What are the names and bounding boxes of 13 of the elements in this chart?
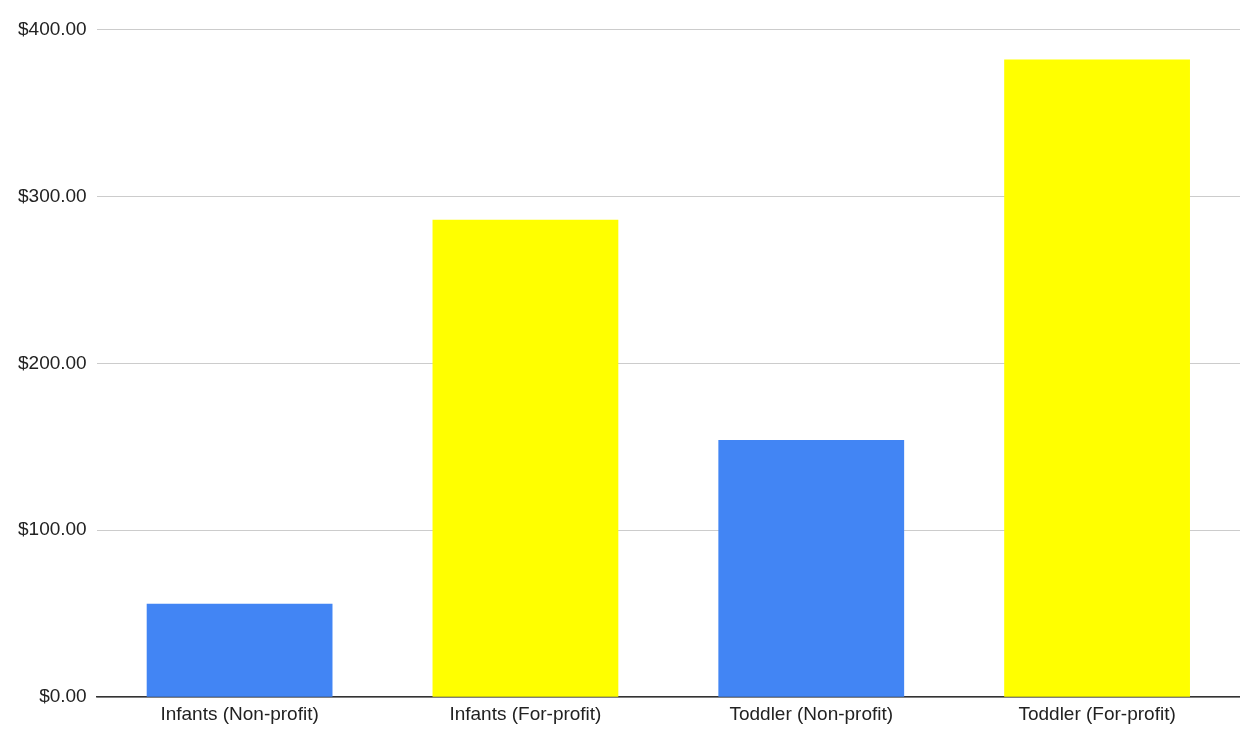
- x-tick-label: Toddler (For-profit): [1018, 702, 1176, 724]
- x-tick-label: Infants (For-profit): [449, 702, 602, 724]
- y-tick-label: $200.00: [17, 351, 87, 373]
- x-tick-label: Infants (Non-profit): [160, 702, 319, 724]
- x-tick-label: Toddler (Non-profit): [729, 702, 894, 724]
- bar: [1004, 59, 1190, 697]
- bar: [146, 603, 333, 697]
- y-tick-label: $0.00: [39, 685, 87, 707]
- y-tick-label: $400.00: [17, 17, 87, 39]
- y-tick-label: $100.00: [17, 518, 87, 540]
- bar: [718, 440, 905, 697]
- bar: [432, 219, 619, 697]
- y-tick-label: $300.00: [17, 184, 87, 206]
